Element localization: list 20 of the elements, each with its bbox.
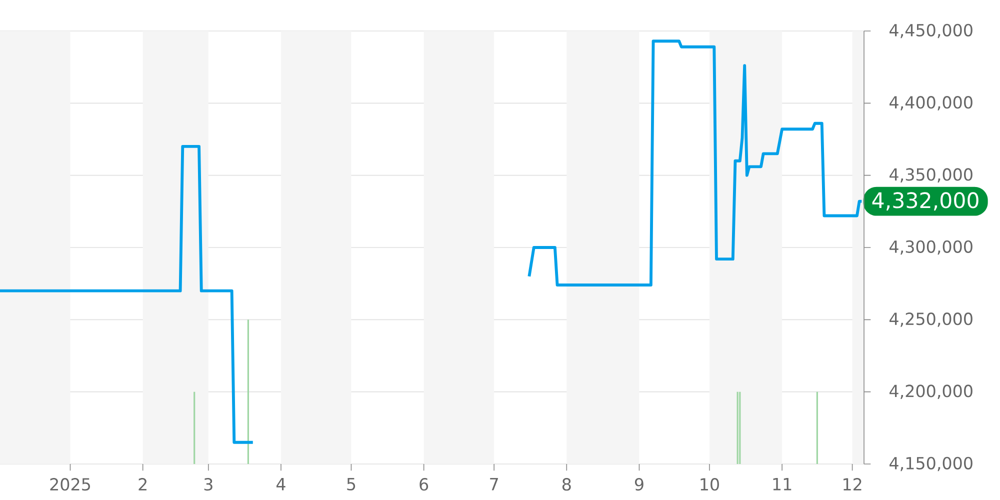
x-tick-label: 9: [634, 478, 644, 491]
y-tick-label: 4,350,000: [890, 168, 972, 182]
annotation: 4,332,000: [872, 192, 978, 210]
x-tick-label: 4: [276, 478, 286, 490]
x-tick-label: 2025: [50, 478, 90, 491]
x-tick-label: 12: [844, 478, 862, 490]
x-tick-label: 5: [347, 478, 356, 490]
y-tick-label: 4,150,000: [890, 456, 972, 472]
x-tick-label: 3: [204, 478, 212, 491]
y-tick-label: 4,450,000: [890, 24, 972, 38]
y-tick-label: 4,250,000: [890, 312, 972, 327]
y-tick-label: 4,300,000: [890, 240, 972, 255]
x-tick-label: 6: [420, 478, 428, 491]
y-tick-label: 4,400,000: [890, 96, 972, 110]
x-tick-label: 2: [138, 478, 146, 490]
x-tick-label: 10: [700, 478, 719, 491]
x-tick-label: 7: [490, 478, 498, 490]
x-tick-label: 11: [773, 478, 792, 490]
x-tick-label: 8: [562, 478, 571, 491]
y-tick-label: 4,200,000: [890, 384, 972, 399]
